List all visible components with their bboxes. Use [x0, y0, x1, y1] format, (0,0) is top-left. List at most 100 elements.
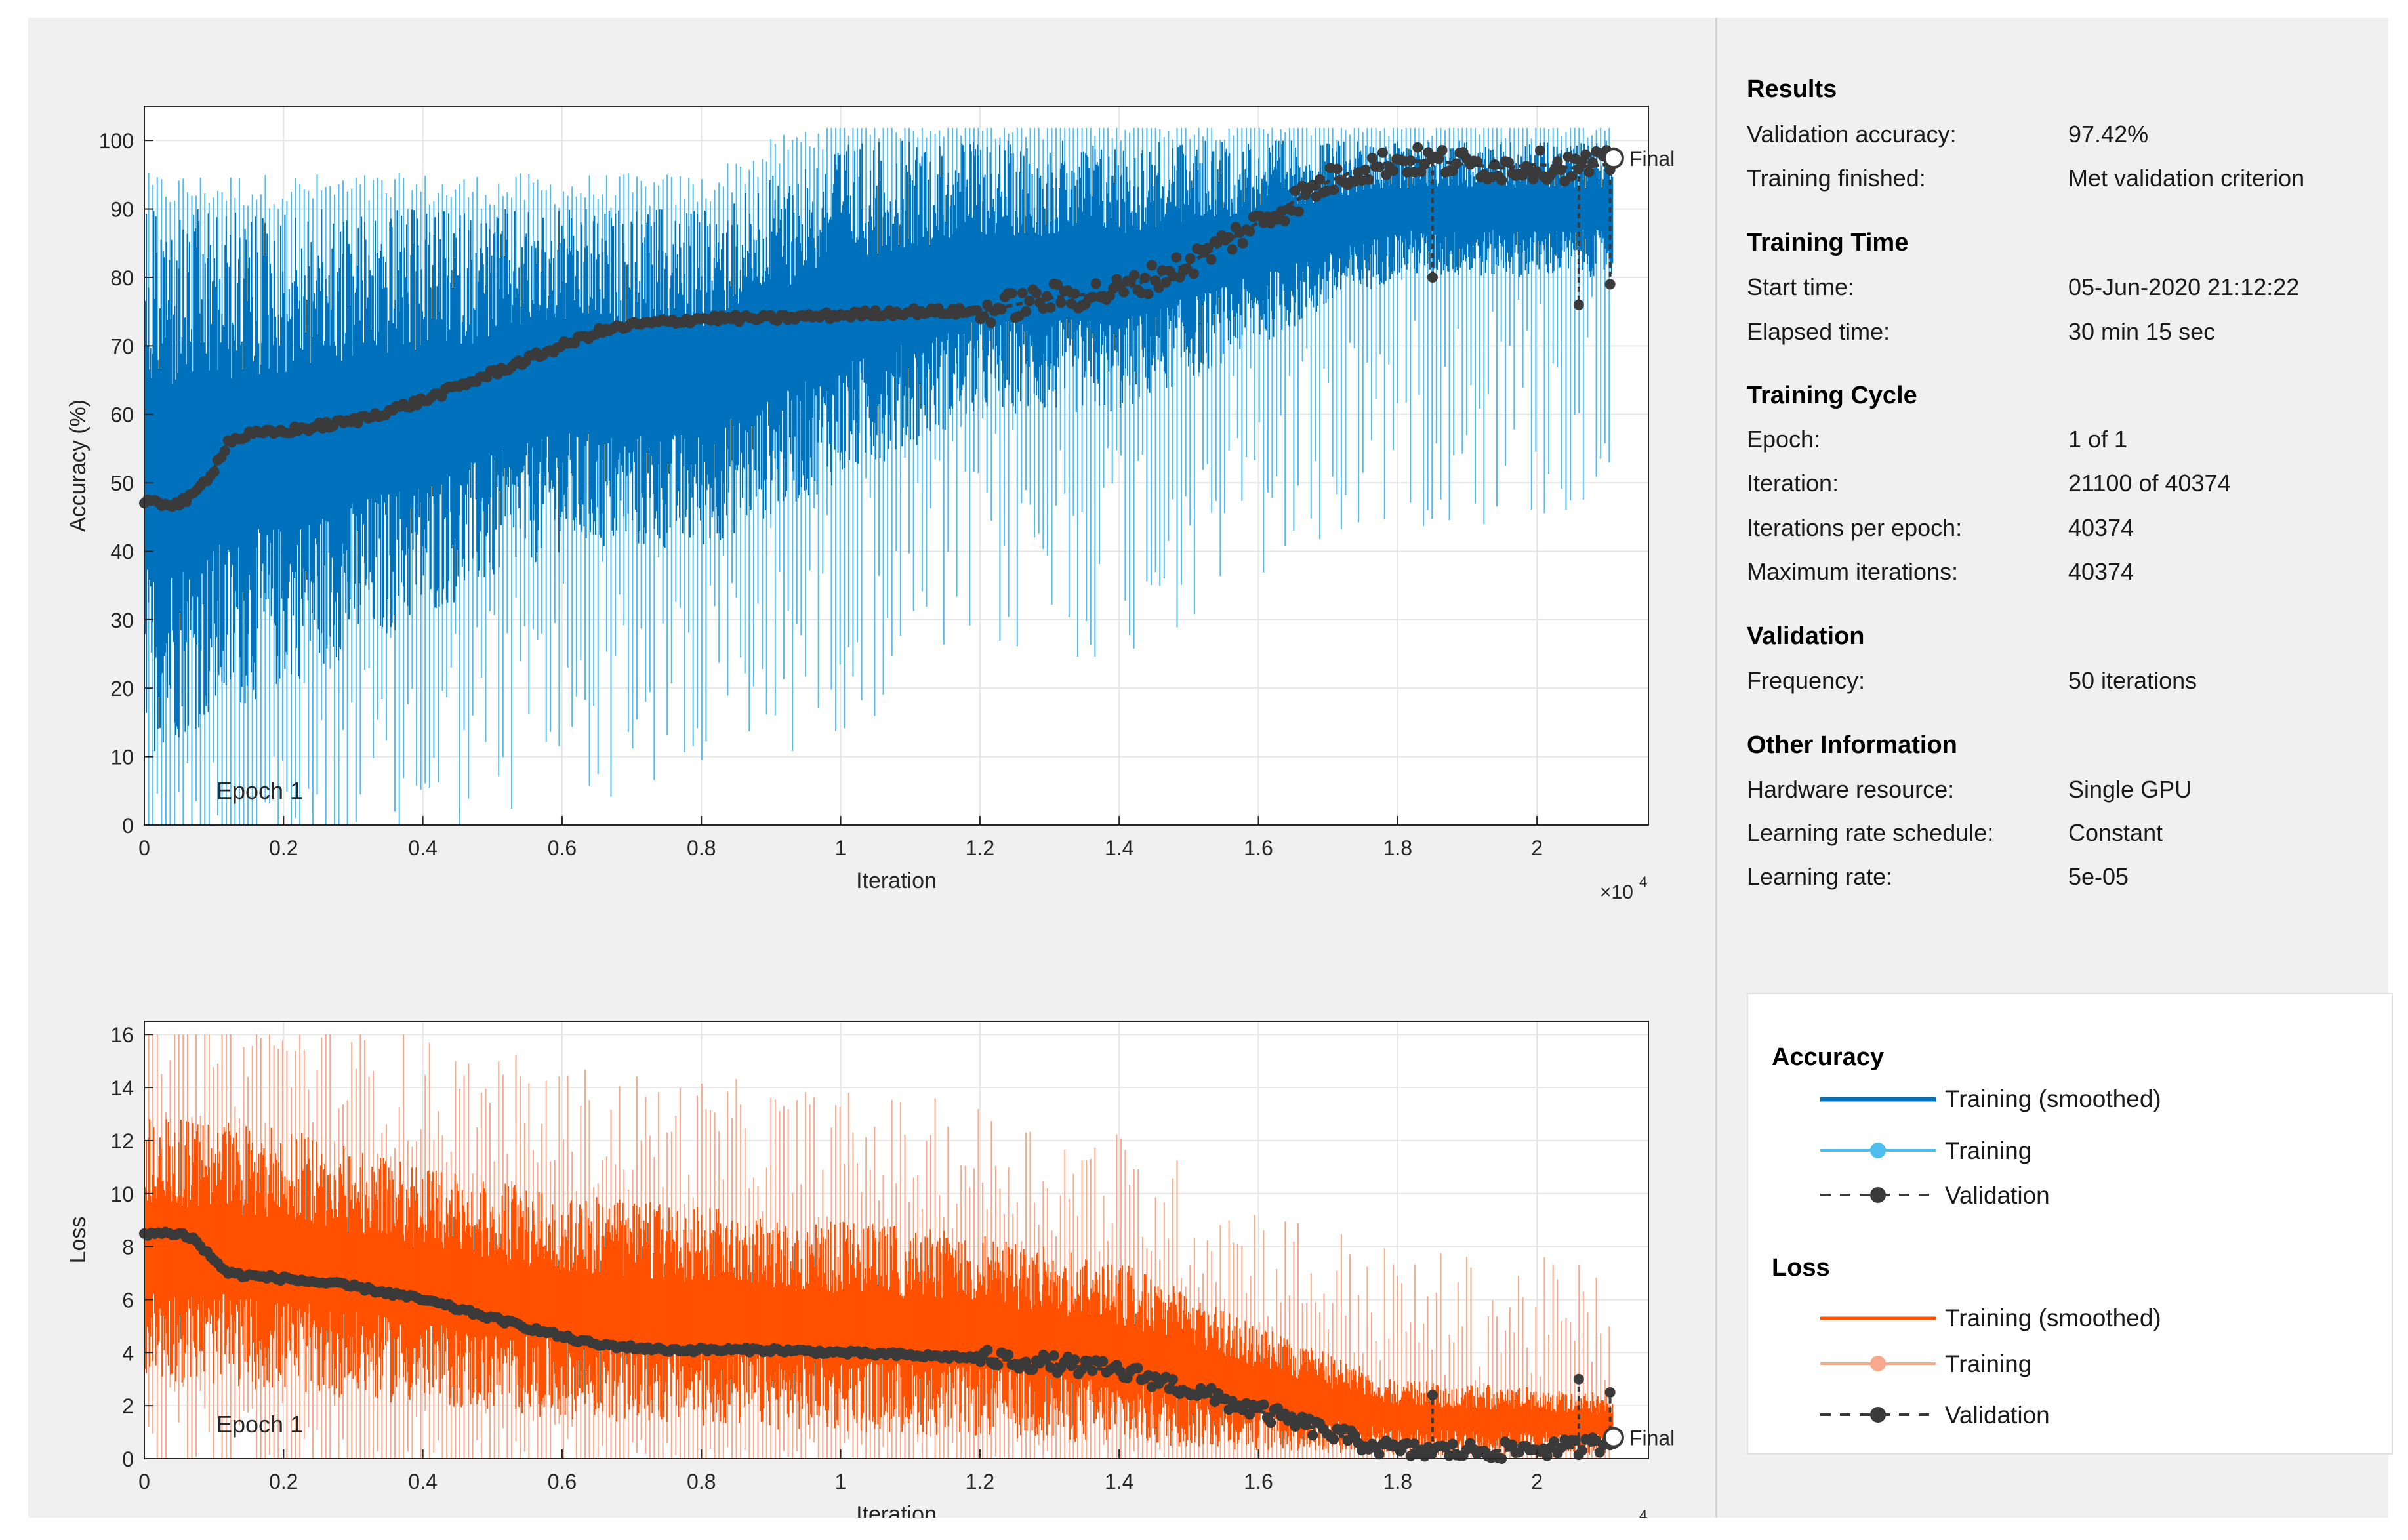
loss-y-tick-label: 2 — [122, 1394, 134, 1418]
loss-final-marker — [1602, 1427, 1624, 1448]
loss-axes-box — [144, 1021, 1649, 1459]
accuracy-validation-point — [1437, 145, 1448, 156]
accuracy-validation-point — [1237, 237, 1248, 249]
loss-validation-point — [1427, 1389, 1438, 1400]
accuracy-validation-point — [1055, 297, 1067, 308]
accuracy-y-tick-label: 60 — [110, 403, 134, 427]
loss-validation-point — [1408, 1438, 1419, 1449]
hardware-resource-label: Hardware resource: — [1747, 776, 1955, 803]
loss-y-tick-label: 8 — [122, 1236, 134, 1259]
accuracy-validation-point — [1202, 243, 1214, 254]
accuracy-y-tick-label: 90 — [110, 198, 134, 222]
accuracy-validation-point — [219, 445, 230, 456]
loss-validation-point — [975, 1356, 986, 1368]
iterations-per-epoch-value: 40374 — [2068, 514, 2134, 541]
frequency-label: Frequency: — [1747, 667, 1866, 694]
iterations-per-epoch-label: Iterations per epoch: — [1747, 514, 1963, 541]
loss-y-tick-label: 4 — [122, 1341, 134, 1365]
accuracy-y-tick-label: 50 — [110, 472, 134, 495]
elapsed-time-label: Elapsed time: — [1747, 318, 1890, 345]
accuracy-validation-point — [1427, 272, 1438, 283]
accuracy-validation-point — [1489, 159, 1500, 170]
accuracy-validation-point — [982, 299, 993, 310]
accuracy-validation-point — [1031, 287, 1042, 298]
loss-validation-point — [1265, 1417, 1276, 1428]
accuracy-validation-point — [1580, 149, 1591, 160]
elapsed-time-value: 30 min 15 sec — [2068, 318, 2216, 345]
loss-validation-point — [1167, 1374, 1178, 1385]
accuracy-validation-point — [1090, 278, 1101, 289]
plot-panel: Final Epoch 1 0 10 20 30 40 50 60 70 80 90 100 0 0.2 0.… — [28, 18, 1715, 1518]
legend-accuracy-title: Accuracy — [1772, 1044, 1885, 1071]
loss-validation-point — [1307, 1430, 1318, 1441]
loss-x-tick-label: 0.6 — [548, 1470, 577, 1493]
accuracy-validation-series — [139, 142, 1619, 512]
loss-y-axis-label: Loss — [66, 1217, 91, 1264]
accuracy-y-tick-label: 30 — [110, 609, 134, 632]
accuracy-validation-point — [1328, 184, 1339, 195]
start-time-label: Start time: — [1747, 274, 1855, 300]
epoch-label: Epoch: — [1747, 426, 1821, 453]
loss-validation-point — [1069, 1354, 1080, 1366]
accuracy-epoch-label: Epoch 1 — [216, 777, 303, 804]
panel-separator[interactable] — [1715, 18, 1717, 1518]
loss-x-tick-label: 2 — [1531, 1470, 1543, 1493]
legend-accuracy-validation-swatch — [1820, 1187, 1936, 1203]
accuracy-y-axis-label: Accuracy (%) — [66, 399, 91, 532]
legend-loss-smoothed-swatch — [1820, 1316, 1936, 1320]
accuracy-y-tick-label: 20 — [110, 677, 134, 700]
legend-accuracy-validation-label: Validation — [1945, 1182, 2050, 1209]
loss-x-tick-label: 1 — [835, 1470, 847, 1493]
accuracy-y-tick-label: 80 — [110, 266, 134, 290]
loss-final-label: Final — [1629, 1427, 1675, 1450]
loss-validation-point — [1258, 1399, 1269, 1410]
validation-accuracy-value: 97.42% — [2068, 121, 2149, 148]
accuracy-validation-point — [1433, 153, 1444, 165]
loss-x-tick-label: 1.8 — [1383, 1470, 1412, 1493]
accuracy-validation-point — [1069, 288, 1080, 299]
accuracy-validation-point — [1587, 157, 1598, 169]
loss-x-tick-label: 1.6 — [1244, 1470, 1273, 1493]
loss-y-tick-label: 14 — [110, 1076, 134, 1100]
training-time-title: Training Time — [1747, 229, 1909, 256]
accuracy-x-tick-label: 2 — [1531, 836, 1543, 860]
loss-validation-point — [1549, 1436, 1560, 1447]
info-panel: Results Validation accuracy: 97.42% Trai… — [1721, 18, 2393, 1518]
accuracy-validation-point — [1496, 174, 1507, 186]
training-finished-label: Training finished: — [1747, 165, 1926, 192]
accuracy-final-label: Final — [1629, 147, 1675, 171]
accuracy-y-tick-label: 100 — [99, 129, 134, 153]
loss-x-exponent: 4 — [1639, 1507, 1647, 1518]
loss-y-tick-label: 16 — [110, 1023, 134, 1047]
accuracy-final-marker — [1602, 148, 1624, 169]
accuracy-validation-point — [1143, 289, 1154, 300]
loss-validation-point — [1573, 1373, 1584, 1385]
accuracy-validation-point — [1139, 272, 1151, 283]
accuracy-validation-point — [1041, 291, 1052, 302]
learning-rate-schedule-label: Learning rate schedule: — [1747, 819, 1994, 846]
learning-rate-label: Learning rate: — [1747, 863, 1893, 890]
accuracy-x-tick-label: 1.2 — [966, 836, 994, 860]
accuracy-validation-point — [1360, 165, 1371, 176]
maximum-iterations-value: 40374 — [2068, 558, 2134, 585]
accuracy-y-tick-label: 10 — [110, 746, 134, 769]
accuracy-validation-point — [1412, 142, 1423, 153]
loss-validation-point — [1048, 1350, 1059, 1361]
accuracy-validation-point — [1552, 156, 1563, 167]
accuracy-x-axis-label: Iteration — [856, 868, 937, 893]
accuracy-validation-point — [1146, 260, 1157, 271]
accuracy-validation-point — [1171, 252, 1182, 263]
accuracy-validation-point — [1223, 232, 1235, 243]
loss-y-tick-label: 10 — [110, 1183, 134, 1206]
accuracy-validation-point — [1471, 156, 1482, 167]
accuracy-validation-point — [1604, 279, 1616, 290]
legend-loss-title: Loss — [1772, 1254, 1830, 1282]
accuracy-validation-point — [1450, 158, 1461, 169]
frequency-value: 50 iterations — [2068, 667, 2197, 694]
loss-y-tick-label: 6 — [122, 1288, 134, 1312]
accuracy-validation-point — [1020, 306, 1031, 317]
loss-validation-point — [1076, 1364, 1088, 1375]
legend-loss-validation-label: Validation — [1945, 1402, 2050, 1429]
accuracy-validation-point — [1244, 226, 1255, 237]
